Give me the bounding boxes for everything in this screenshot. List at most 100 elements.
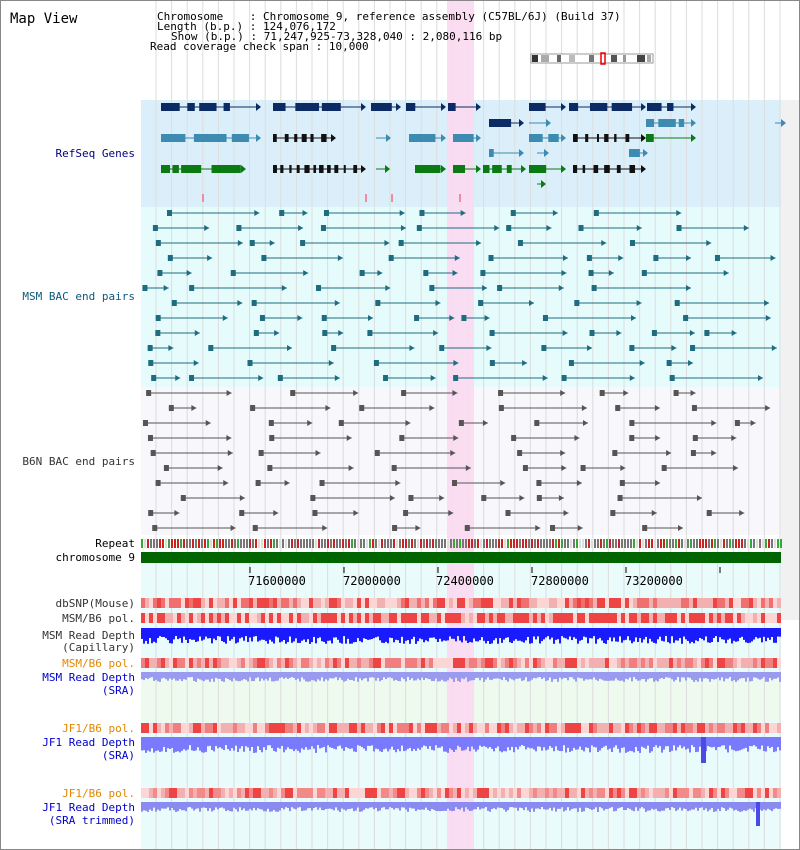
depth-bar: [569, 737, 571, 752]
track-label-jf1-depth-sra[interactable]: JF1 Read Depth: [42, 736, 135, 749]
depth-bar: [689, 628, 691, 644]
heat-cell: [209, 613, 213, 623]
bac-end: [500, 480, 506, 486]
depth-bar: [295, 628, 297, 639]
bac-end: [223, 480, 229, 486]
gene-exon: [647, 103, 662, 111]
heat-cell: [441, 658, 445, 668]
depth-bar: [313, 737, 315, 749]
depth-bar: [773, 737, 775, 753]
depth-bar: [521, 628, 523, 642]
repeat-segment: [600, 539, 602, 548]
track-label-jf1-depth-trimmed[interactable]: JF1 Read Depth: [42, 801, 135, 814]
depth-bar: [581, 802, 583, 812]
heat-cell: [337, 723, 341, 733]
depth-bar: [289, 737, 291, 750]
depth-bar: [465, 802, 467, 808]
repeat-segment: [189, 539, 191, 548]
depth-bar: [379, 672, 381, 682]
repeat-segment: [516, 539, 518, 548]
depth-bar: [179, 672, 181, 680]
heat-cell: [513, 598, 517, 608]
depth-bar: [381, 737, 383, 753]
depth-bar: [217, 628, 219, 637]
depth-bar: [261, 737, 263, 753]
heat-cell: [441, 788, 445, 798]
repeat-segment: [444, 539, 446, 548]
bac-end: [666, 450, 672, 456]
depth-bar: [689, 802, 691, 811]
track-label-chromosome[interactable]: chromosome 9: [55, 551, 135, 564]
track-label-refseq-genes[interactable]: RefSeq Genes: [55, 147, 135, 160]
track-label-jf1-b6-pol-trimmed[interactable]: JF1/B6 pol.: [62, 787, 135, 800]
track-label-msm-depth-sra[interactable]: MSM Read Depth: [42, 671, 135, 684]
bac-end: [506, 225, 512, 231]
heat-cell: [345, 723, 349, 733]
depth-bar: [309, 737, 311, 750]
depth-bar: [579, 672, 581, 679]
depth-bar: [391, 628, 393, 639]
bac-end: [189, 375, 195, 381]
depth-bar: [563, 672, 565, 678]
depth-bar: [185, 802, 187, 812]
track-label-msm-b6-pol-capillary[interactable]: MSM/B6 pol.: [62, 612, 135, 625]
track-label-msm-depth-capillary[interactable]: MSM Read Depth: [42, 629, 135, 642]
track-label-dbsnp[interactable]: dbSNP(Mouse): [55, 597, 135, 610]
heat-cell: [185, 723, 189, 733]
depth-bar: [273, 672, 275, 682]
depth-bar: [661, 737, 663, 753]
track-label-msm-depth-capillary-sub: (Capillary): [62, 641, 135, 654]
bac-end: [383, 375, 389, 381]
depth-bar: [669, 672, 671, 678]
heat-cell: [389, 658, 393, 668]
repeat-segment: [417, 539, 419, 548]
depth-bar: [645, 628, 647, 637]
depth-bar: [479, 737, 481, 746]
depth-bar: [415, 628, 417, 644]
depth-bar: [533, 672, 535, 678]
heat-cell: [549, 613, 553, 623]
depth-bar: [745, 628, 747, 643]
heat-cell: [161, 658, 165, 668]
heat-cell: [717, 788, 721, 798]
heat-cell: [265, 723, 269, 733]
repeat-segment: [246, 539, 248, 548]
depth-bar: [679, 802, 681, 808]
heat-cell: [481, 598, 485, 608]
track-label-jf1-b6-pol[interactable]: JF1/B6 pol.: [62, 722, 135, 735]
heat-cell: [201, 658, 205, 668]
heat-cell: [425, 723, 429, 733]
depth-bar: [463, 672, 465, 680]
heat-cell: [517, 658, 521, 668]
track-label-msm-b6-pol-sra[interactable]: MSM/B6 pol.: [62, 657, 135, 670]
track-label-b6n-bac[interactable]: B6N BAC end pairs: [22, 455, 135, 468]
bac-end: [629, 420, 635, 426]
depth-bar: [641, 672, 643, 680]
depth-bar: [657, 672, 659, 682]
bac-end: [671, 345, 677, 351]
depth-bar: [381, 628, 383, 643]
depth-bar: [729, 802, 731, 808]
depth-bar: [515, 628, 517, 640]
track-label-repeat[interactable]: Repeat: [95, 537, 135, 550]
depth-bar: [775, 737, 777, 752]
heat-cell: [629, 723, 633, 733]
heat-cell: [725, 613, 729, 623]
heat-cell: [493, 658, 497, 668]
heat-cell: [481, 788, 485, 798]
heat-cell: [337, 658, 341, 668]
heat-cell: [585, 658, 589, 668]
depth-bar: [499, 737, 501, 752]
depth-bar: [459, 802, 461, 810]
depth-bar: [621, 737, 623, 748]
depth-bar: [525, 672, 527, 678]
depth-bar: [145, 737, 147, 753]
heat-cell: [633, 788, 637, 798]
depth-bar: [603, 737, 605, 747]
depth-bar: [695, 672, 697, 681]
depth-bar: [619, 672, 621, 681]
track-label-msm-bac[interactable]: MSM BAC end pairs: [22, 290, 135, 303]
depth-bar: [351, 802, 353, 809]
heat-cell: [229, 598, 233, 608]
